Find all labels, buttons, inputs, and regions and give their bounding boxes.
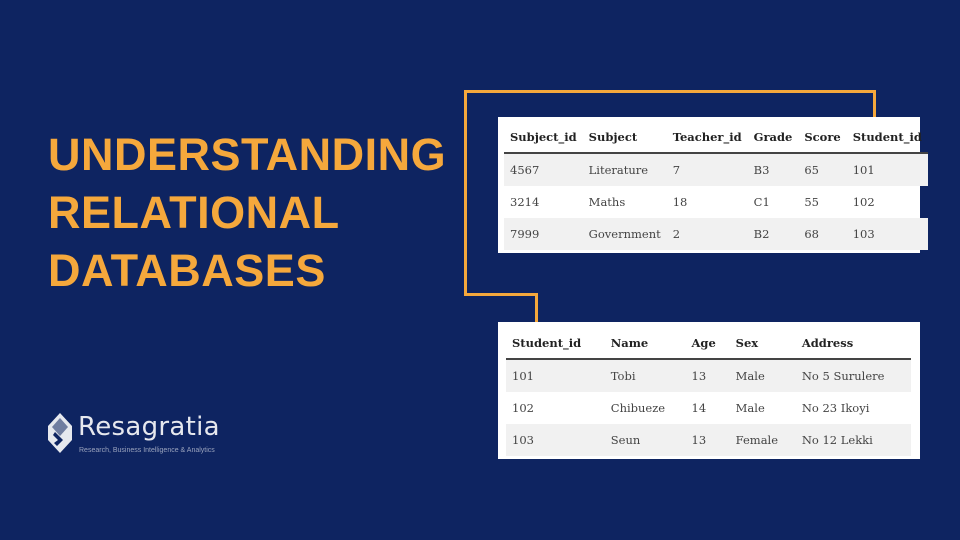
column-header: Sex <box>729 327 796 360</box>
title-line-3: DATABASES <box>48 245 326 296</box>
column-header: Teacher_id <box>666 121 748 154</box>
students-table-card: Student_id Name Age Sex Address 101 Tobi… <box>498 322 920 459</box>
table-cell: Chibueze <box>610 401 666 415</box>
table-cell: 101 <box>506 359 605 392</box>
table-cell: No 5 Surulere <box>795 359 911 392</box>
table-cell: No 23 Ikoyi <box>801 401 870 415</box>
table-cell: 68 <box>798 218 847 250</box>
table-cell: 13 <box>685 359 730 392</box>
table-cell: 14 <box>691 401 707 415</box>
table-row: 102 Chibueze 14 Male No 23 Ikoyi <box>506 392 911 424</box>
table-row: 7999 Government 2 B2 68 103 <box>504 218 928 250</box>
table-cell: Male <box>729 359 796 392</box>
table-header-row: Subject_id Subject Teacher_id Grade Scor… <box>504 121 928 154</box>
table-cell: Seun <box>604 424 686 456</box>
table-cell: 103 <box>506 424 605 456</box>
table-cell: 13 <box>685 424 730 456</box>
table-cell: 4567 <box>504 153 583 186</box>
connector-line-middle <box>464 293 538 296</box>
table-cell: Literature <box>582 153 667 186</box>
table-row: 101 Tobi 13 Male No 5 Surulere <box>506 359 911 392</box>
column-header: Student_id <box>846 121 928 154</box>
table-row: 3214 Maths 18 C1 55 102 <box>504 186 928 218</box>
column-header: Subject <box>582 121 667 154</box>
table-cell: Tobi <box>604 359 686 392</box>
students-table: Student_id Name Age Sex Address 101 Tobi… <box>506 327 911 456</box>
slide-title: UNDERSTANDING RELATIONAL DATABASES <box>48 126 448 300</box>
column-header: Score <box>798 121 847 154</box>
logo-wordmark: Resagratia <box>78 412 220 442</box>
logo-tagline: Research, Business Intelligence & Analyt… <box>79 447 215 454</box>
table-cell: 7 <box>666 153 748 186</box>
table-cell: C1 <box>753 195 770 209</box>
table-cell: 103 <box>846 218 928 250</box>
table-cell: 102 <box>852 195 875 209</box>
table-cell: Maths <box>588 195 626 209</box>
subjects-table: Subject_id Subject Teacher_id Grade Scor… <box>504 121 928 250</box>
table-row: 4567 Literature 7 B3 65 101 <box>504 153 928 186</box>
title-line-1: UNDERSTANDING <box>48 129 447 180</box>
brand-logo: Resagratia Research, Business Intelligen… <box>47 412 237 462</box>
table-row: 103 Seun 13 Female No 12 Lekki <box>506 424 911 456</box>
column-header: Student_id <box>506 327 605 360</box>
column-header: Grade <box>747 121 799 154</box>
connector-line-drop <box>535 293 538 324</box>
connector-line-right <box>873 90 876 119</box>
table-cell: B2 <box>747 218 799 250</box>
table-cell: Female <box>729 424 796 456</box>
table-cell: No 12 Lekki <box>795 424 911 456</box>
table-cell: B3 <box>747 153 799 186</box>
table-cell: 7999 <box>504 218 583 250</box>
table-cell: 18 <box>672 195 688 209</box>
table-cell: 55 <box>804 195 819 209</box>
title-line-2: RELATIONAL <box>48 187 340 238</box>
subjects-table-card: Subject_id Subject Teacher_id Grade Scor… <box>498 117 928 253</box>
table-cell: 65 <box>798 153 847 186</box>
column-header: Address <box>795 327 911 360</box>
resagratia-logo-icon <box>48 413 72 453</box>
column-header: Subject_id <box>504 121 583 154</box>
table-cell: 101 <box>846 153 928 186</box>
column-header: Name <box>604 327 686 360</box>
table-cell: 102 <box>512 401 534 415</box>
table-cell: 3214 <box>510 195 540 209</box>
table-cell: 2 <box>666 218 748 250</box>
table-cell: Government <box>582 218 667 250</box>
table-header-row: Student_id Name Age Sex Address <box>506 327 911 360</box>
table-cell: Male <box>735 401 765 415</box>
column-header: Age <box>685 327 730 360</box>
connector-line-top <box>464 90 876 93</box>
connector-line-left <box>464 90 467 296</box>
